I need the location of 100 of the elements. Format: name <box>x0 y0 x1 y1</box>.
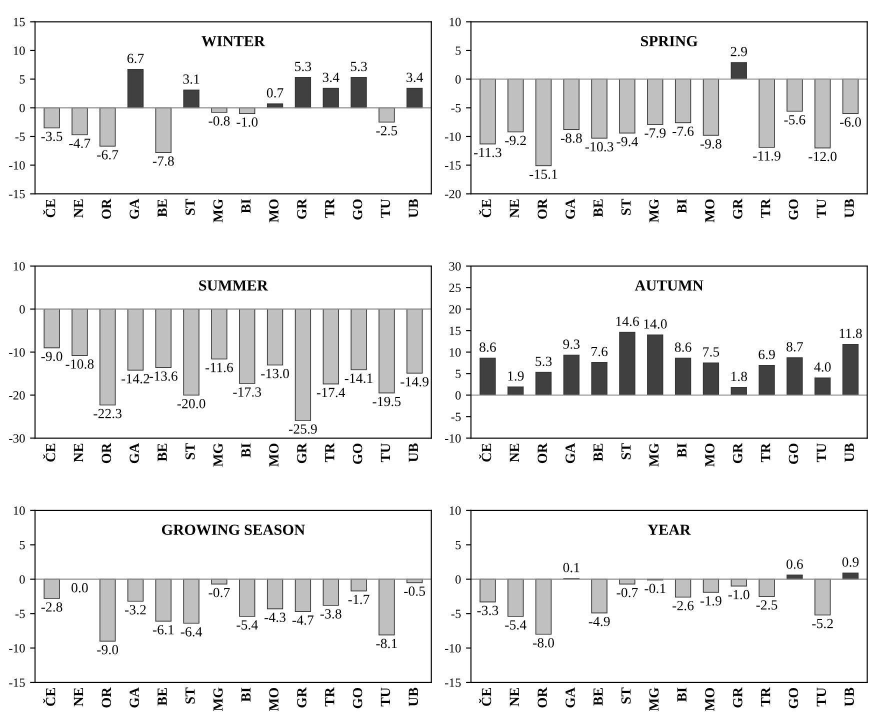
x-tick-label: UB <box>844 688 854 706</box>
x-tick-label: NE <box>74 199 84 218</box>
x-tick-label: OR <box>538 687 547 708</box>
x-tick-label: MG <box>213 443 223 467</box>
x-tick-label: TR <box>325 442 334 462</box>
y-tick-label: 10 <box>14 46 25 55</box>
data-label: 2.9 <box>730 46 747 56</box>
x-tick-label: TU <box>380 443 390 462</box>
x-tick-label: ST <box>185 198 195 215</box>
x-tick-label: TU <box>816 443 826 462</box>
data-label: -5.4 <box>505 620 526 630</box>
x-tick-label: GA <box>130 687 139 708</box>
y-tick-label: -5 <box>15 610 25 618</box>
y-tick-label: 10 <box>450 506 461 515</box>
data-label: -6.1 <box>152 625 174 634</box>
y-tick-label: 10 <box>14 262 25 271</box>
x-tick-label: TR <box>761 198 770 218</box>
y-tick-label: 5 <box>456 370 461 378</box>
data-label: 7.6 <box>592 346 608 356</box>
data-label: -13.6 <box>149 371 178 381</box>
x-tick-label: ST <box>621 198 631 215</box>
data-label: -10.3 <box>585 142 614 152</box>
y-tick-label: 0 <box>20 305 25 314</box>
data-label: -3.8 <box>320 609 342 619</box>
data-label: -13.0 <box>261 368 289 378</box>
text: SPRING <box>641 36 698 46</box>
y-tick-label: -5 <box>15 132 25 141</box>
data-label: -4.7 <box>292 615 314 625</box>
x-tick-label: TU <box>380 688 390 706</box>
data-label: 6.7 <box>127 54 144 64</box>
data-label: -4.3 <box>264 612 286 622</box>
data-label: 5.3 <box>350 62 367 72</box>
x-tick-label: ST <box>185 443 195 460</box>
x-tick-label: TR <box>325 687 334 706</box>
data-label: 0.6 <box>786 559 803 569</box>
data-label: -5.4 <box>236 620 258 630</box>
x-tick-label: GA <box>566 443 575 464</box>
x-tick-label: BE <box>594 688 603 706</box>
data-label: -5.2 <box>812 618 833 628</box>
data-label: 1.9 <box>508 371 524 381</box>
x-tick-label: OR <box>538 442 547 464</box>
x-tick-label: BE <box>594 444 603 462</box>
x-tick-label: NE <box>510 444 519 462</box>
x-tick-label: OR <box>102 198 112 219</box>
y-tick-label: -10 <box>445 132 461 141</box>
y-tick-label: 0 <box>455 575 461 584</box>
y-tick-label: -15 <box>445 678 461 687</box>
y-tick-label: 0 <box>20 104 25 112</box>
x-tick-label: OR <box>538 198 547 219</box>
x-tick-label: GO <box>788 688 798 708</box>
data-label: -14.1 <box>344 374 372 384</box>
x-tick-label: MO <box>705 199 714 222</box>
x-tick-label: BI <box>241 443 251 458</box>
data-label: 5.3 <box>295 62 312 72</box>
data-label: -11.3 <box>474 148 502 158</box>
y-tick-label: -30 <box>9 434 25 443</box>
y-tick-label: -15 <box>9 190 25 198</box>
data-label: -0.7 <box>208 588 230 598</box>
data-label: -17.3 <box>233 387 262 397</box>
x-tick-label: ČE <box>43 688 56 706</box>
data-label: -1.7 <box>348 594 370 604</box>
x-tick-label: GA <box>130 198 139 219</box>
x-tick-label: GR <box>297 198 306 219</box>
data-label: -9.2 <box>505 136 526 146</box>
data-label: 9.3 <box>563 340 580 349</box>
data-label: -4.7 <box>69 138 90 148</box>
data-label: -8.8 <box>560 133 582 143</box>
x-tick-label: TR <box>761 687 770 706</box>
data-label: -8.1 <box>376 638 397 648</box>
x-tick-label: TU <box>380 199 390 218</box>
x-tick-label: MG <box>213 688 223 711</box>
data-label: -7.8 <box>152 156 174 166</box>
x-tick-label: UB <box>408 199 418 218</box>
y-tick-label: 20 <box>449 305 461 314</box>
data-label: -9.0 <box>41 352 62 362</box>
x-tick-label: ST <box>621 443 631 460</box>
y-tick-label: -20 <box>445 190 461 198</box>
x-tick-label: BE <box>594 199 603 217</box>
data-label: -4.9 <box>588 616 610 626</box>
y-tick-label: -15 <box>445 161 461 170</box>
data-label: -17.4 <box>316 388 346 398</box>
data-label: -15.1 <box>530 170 558 179</box>
y-tick-label: -10 <box>445 644 461 652</box>
y-tick-label: 0 <box>20 575 25 584</box>
x-tick-label: MG <box>649 688 659 711</box>
data-label: -11.9 <box>753 151 780 161</box>
data-label: 14.6 <box>616 316 639 326</box>
x-tick-label: NE <box>510 199 519 218</box>
x-tick-label: ČE <box>43 444 56 462</box>
x-tick-label: TR <box>761 442 770 462</box>
x-tick-label: MO <box>269 444 279 467</box>
x-tick-label: BE <box>158 199 167 217</box>
x-tick-label: BE <box>158 444 167 462</box>
data-label: 5.3 <box>536 356 552 366</box>
x-tick-label: TU <box>816 199 826 218</box>
y-tick-label: 15 <box>450 326 461 336</box>
y-tick-label: 15 <box>14 18 25 26</box>
y-tick-label: -15 <box>9 678 25 687</box>
x-tick-label: UB <box>844 199 854 218</box>
data-label: -1.9 <box>700 596 722 606</box>
